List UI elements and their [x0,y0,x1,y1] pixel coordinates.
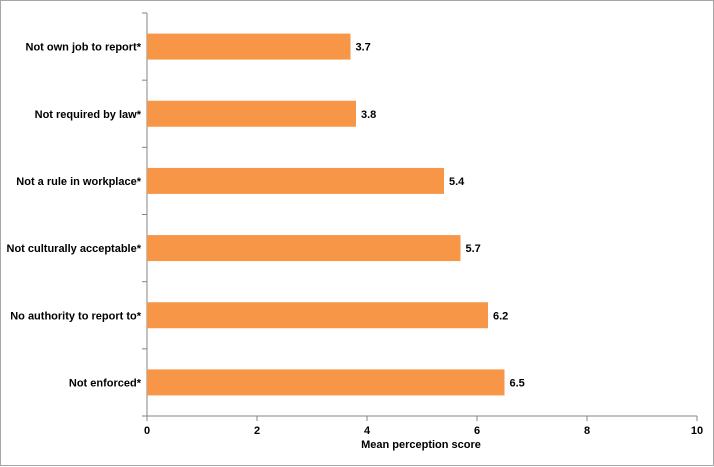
bar [147,302,488,329]
bars [147,33,505,396]
bar [147,167,444,194]
x-tick-label: 6 [474,425,480,437]
labels: 0 2 4 6 8 10 Not own job to report* 3.7 Not requ… [7,42,704,437]
category-label: Not enforced* [69,377,142,389]
category-label: Not own job to report* [26,42,142,54]
bar [147,369,505,396]
x-tick-label: 10 [691,425,703,437]
data-label: 5.7 [466,243,481,255]
bar [147,33,351,60]
category-label: No authority to report to* [10,310,141,322]
bar [147,100,356,127]
data-label: 5.4 [449,176,465,188]
x-tick-label: 2 [254,425,260,437]
x-tick-label: 8 [584,425,590,437]
category-label: Not required by law* [35,109,142,121]
x-tick-label: 0 [144,425,150,437]
x-tick-label: 4 [364,425,371,437]
axes [142,12,698,421]
data-label: 3.8 [361,109,376,121]
category-label: Not a rule in workplace* [16,176,141,188]
category-label: Not culturally acceptable* [7,243,142,255]
x-axis-title: Mean perception score [361,439,481,451]
data-label: 3.7 [356,42,371,54]
bar [147,235,461,262]
data-label: 6.2 [493,310,508,322]
data-label: 6.5 [510,377,525,389]
